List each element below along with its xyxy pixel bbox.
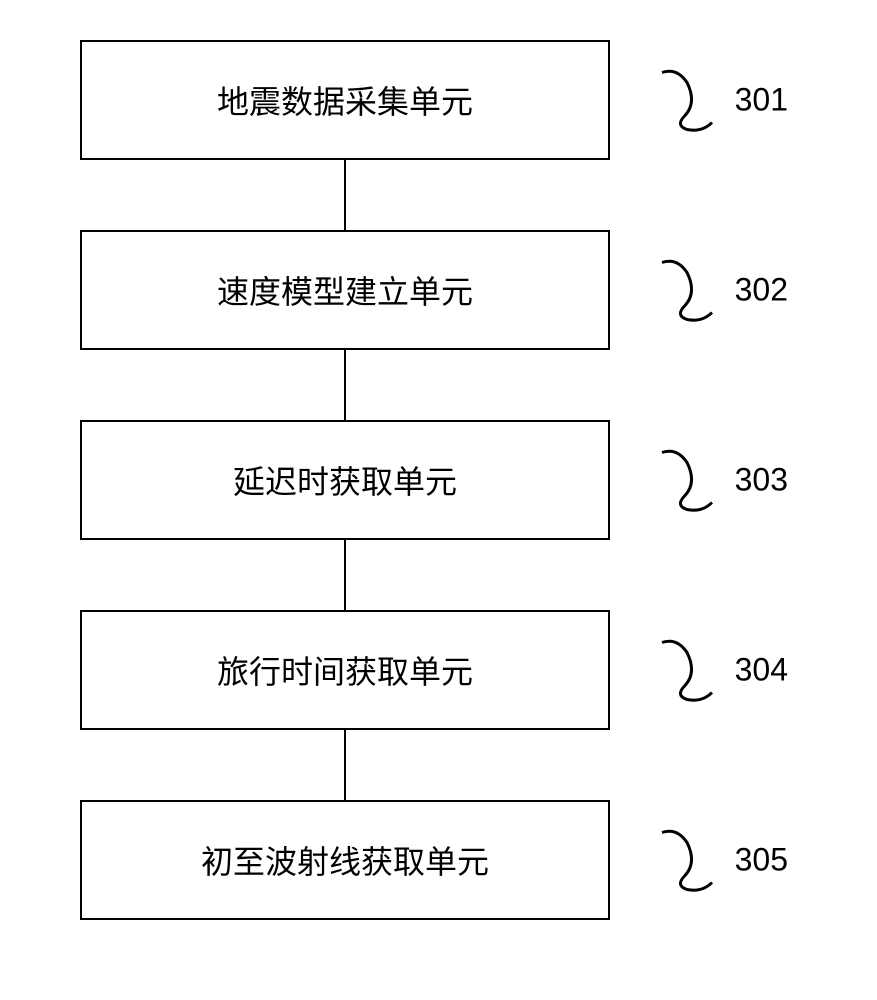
squiggle-icon [657,258,727,323]
flow-connector [344,350,346,420]
node-label: 初至波射线获取单元 [201,837,489,883]
squiggle-icon [657,68,727,133]
flowchart-container: 地震数据采集单元 301 速度模型建立单元 302 延迟时获取单元 303 [80,40,800,920]
flow-node: 地震数据采集单元 301 [80,40,610,160]
squiggle-icon [657,828,727,893]
node-reference: 304 [657,638,788,703]
flow-node: 初至波射线获取单元 305 [80,800,610,920]
flow-connector [344,160,346,230]
node-label: 地震数据采集单元 [217,77,473,123]
node-label: 旅行时间获取单元 [217,647,473,693]
node-number: 304 [735,652,788,689]
node-reference: 305 [657,828,788,893]
flow-connector [344,730,346,800]
node-reference: 302 [657,258,788,323]
node-reference: 301 [657,68,788,133]
flow-connector [344,540,346,610]
squiggle-icon [657,638,727,703]
node-label: 速度模型建立单元 [217,267,473,313]
node-number: 303 [735,462,788,499]
node-reference: 303 [657,448,788,513]
node-number: 301 [735,82,788,119]
node-number: 305 [735,842,788,879]
squiggle-icon [657,448,727,513]
flow-node: 延迟时获取单元 303 [80,420,610,540]
node-number: 302 [735,272,788,309]
flow-node: 旅行时间获取单元 304 [80,610,610,730]
node-label: 延迟时获取单元 [233,457,457,503]
flow-node: 速度模型建立单元 302 [80,230,610,350]
